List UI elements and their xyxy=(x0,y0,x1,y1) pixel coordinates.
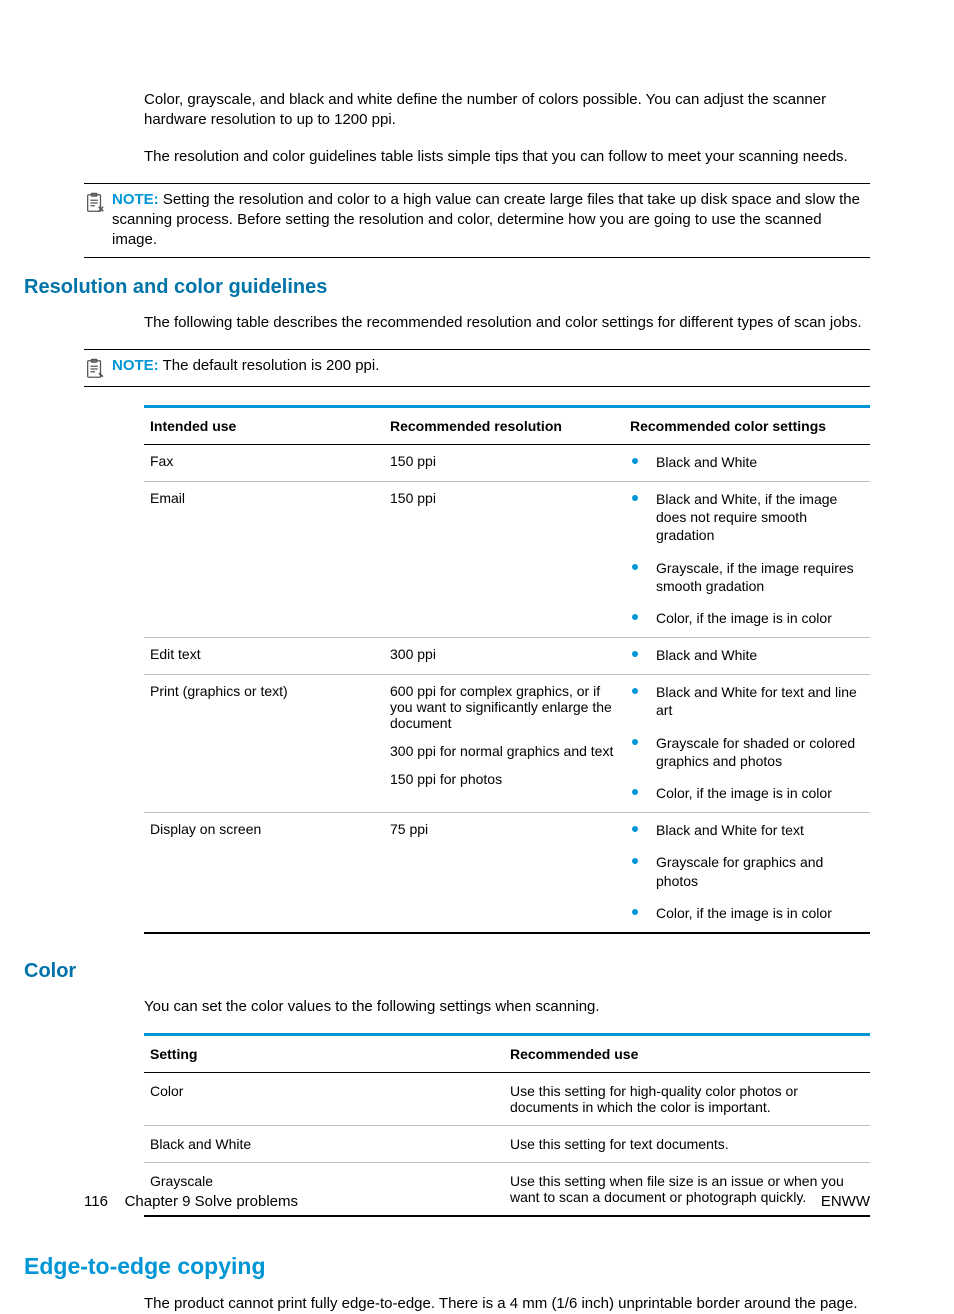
table-row: Email150 ppiBlack and White, if the imag… xyxy=(144,481,870,637)
color-bullet: Black and White xyxy=(630,453,864,471)
table-row: Edit text300 ppi Black and White xyxy=(144,638,870,675)
resolution-item: 600 ppi for complex graphics, or if you … xyxy=(390,683,618,731)
resolution-cell: 75 ppi xyxy=(384,813,624,933)
table2-header: Setting xyxy=(144,1035,504,1073)
section3-body: The product cannot print fully edge-to-e… xyxy=(144,1294,870,1314)
setting-cell: Color xyxy=(144,1073,504,1126)
recommended-use-cell: Use this setting for high-quality color … xyxy=(504,1073,870,1126)
color-settings-cell: Black and White for text Grayscale for gr… xyxy=(624,813,870,933)
color-bullet: Color, if the image is in color xyxy=(630,609,864,627)
note-icon xyxy=(84,192,106,214)
intended-use-cell: Email xyxy=(144,481,384,637)
note-icon xyxy=(84,358,106,380)
document-page: Color, grayscale, and black and white de… xyxy=(0,0,954,1270)
color-settings-cell: Black and White xyxy=(624,444,870,481)
table1-header: Recommended color settings xyxy=(624,406,870,444)
table1-header: Recommended resolution xyxy=(384,406,624,444)
intro-paragraph-2: The resolution and color guidelines tabl… xyxy=(144,147,870,167)
resolution-cell: 150 ppi xyxy=(384,481,624,637)
intended-use-cell: Print (graphics or text) xyxy=(144,675,384,813)
color-bullet: Color, if the image is in color xyxy=(630,904,864,922)
intended-use-cell: Edit text xyxy=(144,638,384,675)
intended-use-cell: Fax xyxy=(144,444,384,481)
color-bullet: Black and White xyxy=(630,646,864,664)
resolution-cell: 600 ppi for complex graphics, or if you … xyxy=(384,675,624,813)
color-bullet: Grayscale for shaded or colored graphics… xyxy=(630,734,864,770)
resolution-item: 300 ppi for normal graphics and text xyxy=(390,743,618,759)
setting-cell: Black and White xyxy=(144,1126,504,1163)
intro-paragraph-1: Color, grayscale, and black and white de… xyxy=(144,90,870,131)
resolution-guidelines-table: Intended use Recommended resolution Reco… xyxy=(144,405,870,934)
section-heading-color: Color xyxy=(24,960,870,983)
table-row: Fax150 ppi Black and White xyxy=(144,444,870,481)
note-callout-1: NOTE: Setting the resolution and color t… xyxy=(84,183,870,258)
section-heading-guidelines: Resolution and color guidelines xyxy=(24,276,870,299)
resolution-item: 150 ppi for photos xyxy=(390,771,618,787)
color-bullet: Color, if the image is in color xyxy=(630,784,864,802)
footer-right: ENWW xyxy=(821,1193,870,1210)
recommended-use-cell: Use this setting for text documents. xyxy=(504,1126,870,1163)
note-label: NOTE: xyxy=(112,357,159,374)
table1-header: Intended use xyxy=(144,406,384,444)
table-row: ColorUse this setting for high-quality c… xyxy=(144,1073,870,1126)
table-row: Display on screen75 ppiBlack and White f… xyxy=(144,813,870,933)
chapter-label: Chapter 9 Solve problems xyxy=(125,1193,298,1210)
intended-use-cell: Display on screen xyxy=(144,813,384,933)
color-bullet: Black and White for text xyxy=(630,821,864,839)
page-footer: 116 Chapter 9 Solve problems ENWW xyxy=(84,1193,870,1210)
page-number: 116 xyxy=(84,1193,108,1210)
section-heading-edge: Edge-to-edge copying xyxy=(24,1253,870,1280)
note-text: Setting the resolution and color to a hi… xyxy=(112,191,860,249)
section1-intro: The following table describes the recomm… xyxy=(144,313,870,333)
note-text: The default resolution is 200 ppi. xyxy=(163,357,380,374)
resolution-cell: 300 ppi xyxy=(384,638,624,675)
note-callout-2: NOTE: The default resolution is 200 ppi. xyxy=(84,349,870,387)
color-bullet: Black and White for text and line art xyxy=(630,683,864,719)
color-settings-cell: Black and White for text and line art Gra… xyxy=(624,675,870,813)
color-settings-cell: Black and White xyxy=(624,638,870,675)
color-bullet: Grayscale for graphics and photos xyxy=(630,853,864,889)
section2-intro: You can set the color values to the foll… xyxy=(144,997,870,1017)
color-settings-table: Setting Recommended use ColorUse this se… xyxy=(144,1033,870,1217)
table-row: Black and WhiteUse this setting for text… xyxy=(144,1126,870,1163)
color-bullet: Black and White, if the image does not r… xyxy=(630,490,864,545)
table-row: Print (graphics or text)600 ppi for comp… xyxy=(144,675,870,813)
table2-header: Recommended use xyxy=(504,1035,870,1073)
note-label: NOTE: xyxy=(112,191,159,208)
resolution-cell: 150 ppi xyxy=(384,444,624,481)
color-bullet: Grayscale, if the image requires smooth … xyxy=(630,559,864,595)
color-settings-cell: Black and White, if the image does not r… xyxy=(624,481,870,637)
